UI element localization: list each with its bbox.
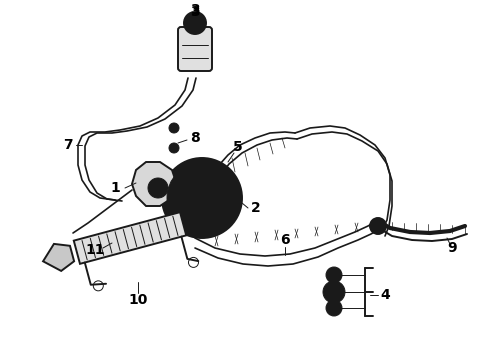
Text: 3: 3	[190, 3, 200, 17]
Circle shape	[323, 281, 345, 303]
Circle shape	[162, 158, 242, 238]
Circle shape	[188, 16, 202, 30]
Circle shape	[326, 267, 342, 283]
Polygon shape	[74, 212, 186, 264]
Circle shape	[169, 123, 179, 133]
Text: 6: 6	[280, 233, 290, 247]
Text: 9: 9	[447, 241, 457, 255]
Text: 11: 11	[85, 243, 105, 257]
Circle shape	[153, 183, 163, 193]
Text: 8: 8	[190, 131, 200, 145]
Circle shape	[370, 218, 386, 234]
Circle shape	[192, 188, 212, 208]
Circle shape	[326, 300, 342, 316]
Text: 4: 4	[380, 288, 390, 302]
Polygon shape	[43, 244, 74, 271]
Polygon shape	[132, 162, 176, 206]
Text: 10: 10	[128, 293, 147, 307]
Circle shape	[198, 194, 206, 202]
Text: 3: 3	[190, 5, 200, 19]
Circle shape	[167, 163, 237, 233]
Text: 5: 5	[233, 140, 243, 154]
Circle shape	[184, 12, 206, 34]
Text: 1: 1	[110, 181, 120, 195]
Circle shape	[169, 143, 179, 153]
Circle shape	[148, 178, 168, 198]
Text: 7: 7	[63, 138, 73, 152]
Text: 2: 2	[251, 201, 261, 215]
FancyBboxPatch shape	[178, 27, 212, 71]
Circle shape	[214, 164, 226, 176]
